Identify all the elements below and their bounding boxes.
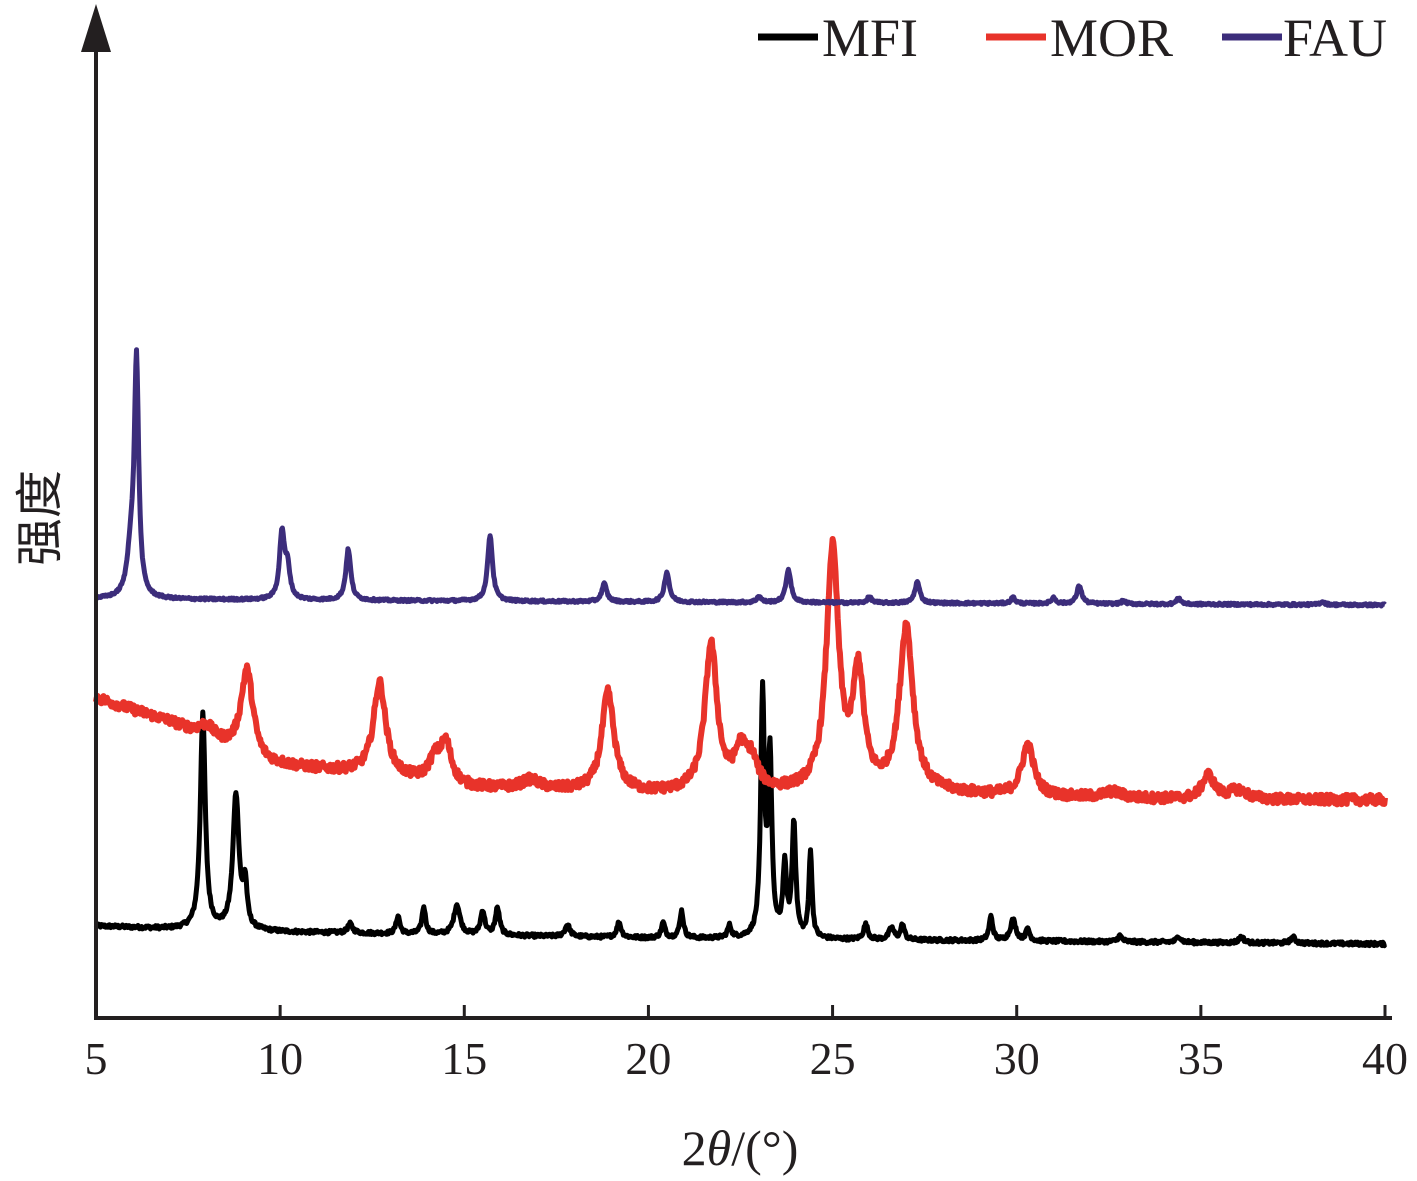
x-axis-label-suffix: /(°)	[731, 1120, 798, 1176]
legend-label-mor: MOR	[1050, 8, 1173, 68]
x-tick-label: 20	[625, 1033, 671, 1084]
legend-label-mfi: MFI	[822, 8, 918, 68]
x-tick-label: 15	[441, 1033, 487, 1084]
x-tick-label: 30	[994, 1033, 1040, 1084]
legend: MFI MOR FAU	[758, 8, 1387, 68]
x-axis-label-prefix: 2	[682, 1120, 707, 1176]
x-axis-label-theta: θ	[707, 1120, 732, 1176]
x-tick-label: 40	[1362, 1033, 1408, 1084]
x-tick-label: 35	[1178, 1033, 1224, 1084]
y-axis-label: 强度	[12, 470, 68, 566]
y-axis-arrow	[81, 4, 111, 52]
x-tick-label: 5	[85, 1033, 108, 1084]
series-line-mfi	[93, 679, 1388, 949]
x-axis-label: 2θ/(°)	[682, 1120, 799, 1176]
x-tick-label: 10	[257, 1033, 303, 1084]
x-ticks: 5 10 15 20 25 30 35 40	[85, 1005, 1408, 1084]
legend-label-fau: FAU	[1283, 8, 1387, 68]
series-line-fau	[94, 347, 1387, 609]
series-traces	[93, 347, 1388, 949]
x-tick-label: 25	[810, 1033, 856, 1084]
series-line-mor	[93, 536, 1388, 808]
